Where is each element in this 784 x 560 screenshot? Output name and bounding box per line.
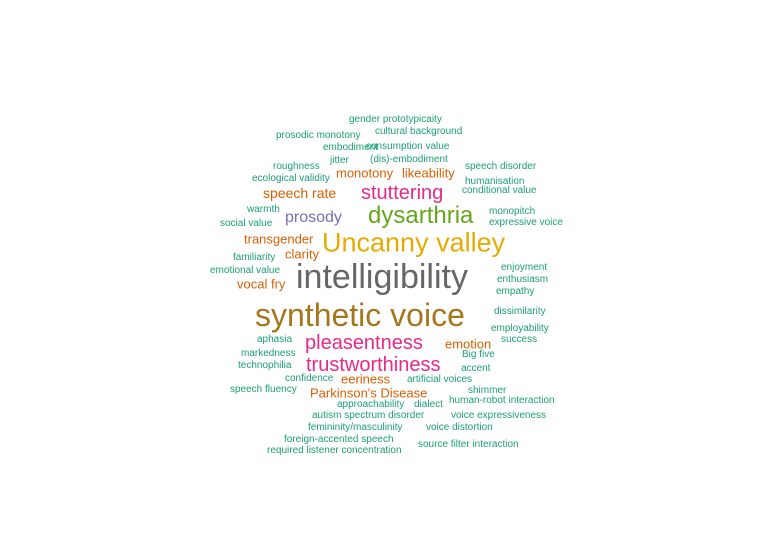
word-pleasentness: pleasentness	[305, 332, 423, 354]
word-speech-rate: speech rate	[263, 185, 337, 201]
word-roughness: roughness	[273, 161, 320, 172]
word-dysarthria: dysarthria	[368, 202, 474, 229]
word-expressive-voice: expressive voice	[489, 217, 563, 228]
word-trustworthiness: trustworthiness	[306, 354, 441, 376]
word-confidence: confidence	[285, 373, 334, 384]
word-artificial-voices: artificial voices	[407, 374, 473, 385]
word-familiarity: familiarity	[233, 252, 276, 263]
word-dialect: dialect	[414, 399, 443, 410]
word-uncanny-valley: Uncanny valley	[322, 227, 506, 258]
word-warmth: warmth	[247, 204, 280, 215]
word-speech-disorder: speech disorder	[465, 161, 537, 172]
word-prosodic-monotony: prosodic monotony	[276, 130, 361, 141]
word-ecological-validity: ecological validity	[252, 173, 330, 184]
word-consumption-value: consumption value	[366, 141, 450, 152]
word-synthetic-voice: synthetic voice	[255, 297, 465, 333]
word-foreign-accented-speech: foreign-accented speech	[284, 434, 394, 445]
word-cultural-background: cultural background	[375, 126, 463, 137]
word-dis-embodiment: (dis)-embodiment	[370, 154, 448, 165]
word-social-value: social value	[220, 218, 273, 229]
word-approachability: approachability	[337, 399, 405, 410]
word-autism-spectrum-disorder: autism spectrum disorder	[312, 410, 425, 421]
word-voice-distortion: voice distortion	[426, 422, 493, 433]
word-gender-prototypicaity: gender prototypicaity	[349, 114, 442, 125]
word-technophilia: technophilia	[238, 360, 292, 371]
word-humanisation: humanisation	[465, 176, 525, 187]
word-human-robot-interaction: human-robot interaction	[449, 395, 555, 406]
word-dissimilarity: dissimilarity	[494, 306, 546, 317]
word-aphasia: aphasia	[257, 334, 293, 345]
word-accent: accent	[461, 363, 491, 374]
word-likeability: likeability	[402, 165, 455, 181]
word-embodiment: embodiment	[323, 142, 379, 153]
word-employability: employability	[491, 323, 549, 334]
word-conditional-value: conditional value	[462, 185, 537, 196]
word-shimmer: shimmer	[468, 385, 507, 396]
word-success: success	[501, 334, 538, 345]
word-vocal-fry: vocal fry	[237, 276, 286, 292]
word-prosody: prosody	[285, 209, 342, 226]
word-enthusiasm: enthusiasm	[497, 274, 549, 285]
word-big-five: Big five	[462, 349, 495, 360]
word-transgender: transgender	[244, 231, 314, 247]
word-speech-fluency: speech fluency	[230, 384, 297, 395]
word-enjoyment: enjoyment	[501, 262, 548, 273]
word-emotional-value: emotional value	[210, 265, 281, 276]
word-intelligibility: intelligibility	[296, 258, 468, 296]
word-stuttering: stuttering	[361, 182, 444, 204]
word-jitter: jitter	[330, 155, 349, 166]
word-empathy: empathy	[496, 286, 535, 297]
word-emotion: emotion	[445, 336, 492, 352]
word-femininity-masculinity: femininity/masculinity	[308, 422, 403, 433]
word-clarity: clarity	[285, 246, 319, 262]
word-markedness: markedness	[241, 348, 296, 359]
word-monotony: monotony	[336, 165, 394, 181]
word-required-listener-concentration: required listener concentration	[267, 445, 402, 456]
word-source-filter-interaction: source filter interaction	[418, 439, 519, 450]
word-monopitch: monopitch	[489, 206, 536, 217]
word-voice-expressiveness: voice expressiveness	[451, 410, 547, 421]
word-eeriness: eeriness	[341, 371, 391, 387]
word-parkinson-s-disease: Parkinson's Disease	[310, 385, 428, 401]
